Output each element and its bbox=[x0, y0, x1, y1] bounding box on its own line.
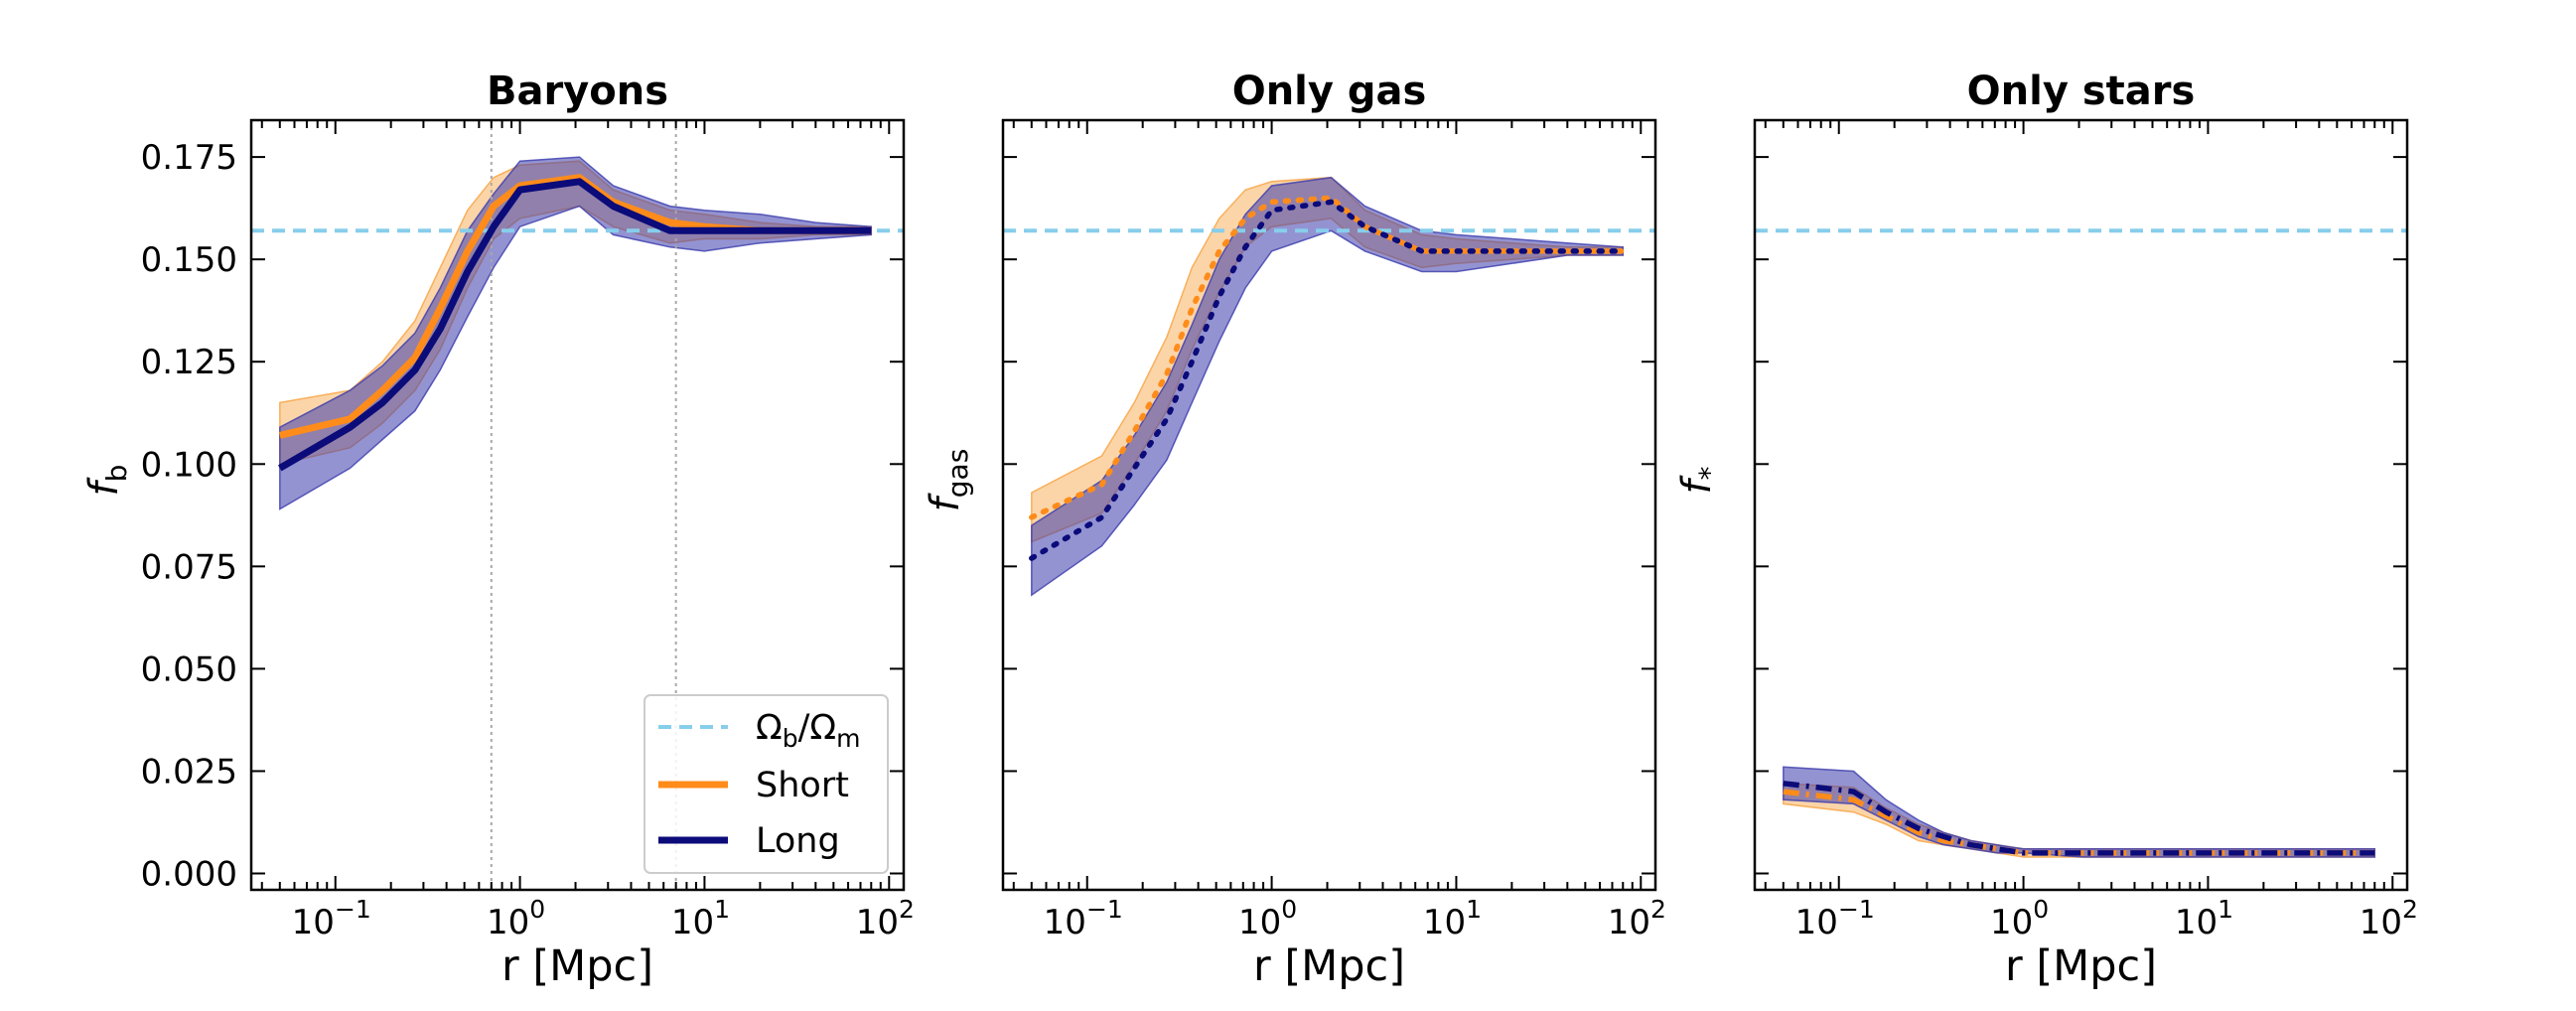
band-long bbox=[1031, 176, 1625, 597]
legend-label-omega: Ωb/Ωm bbox=[756, 708, 861, 753]
x-tick-label: 102 bbox=[2360, 895, 2418, 942]
x-tick-exponent: 1 bbox=[714, 895, 730, 924]
band-long bbox=[1783, 766, 2376, 858]
x-tick-exponent: 0 bbox=[529, 895, 545, 924]
x-tick-base: 10 bbox=[1608, 903, 1650, 942]
y-axis-label: f* bbox=[1674, 466, 1726, 494]
y-tick-label: 0.175 bbox=[141, 138, 237, 178]
y-axis-label: fgas bbox=[923, 449, 974, 512]
x-tick-base: 10 bbox=[2175, 903, 2218, 942]
legend-label-short: Short bbox=[756, 766, 849, 805]
x-axis-label: r [Mpc] bbox=[2005, 941, 2157, 991]
legend-label-long: Long bbox=[756, 821, 840, 861]
series-line-long bbox=[1783, 781, 2375, 856]
y-tick-label: 0.150 bbox=[141, 240, 237, 280]
x-tick-label: 101 bbox=[2175, 895, 2233, 942]
panel-baryons: 10−1 100 101 1020.0000.0250.0500.0750.1000.… bbox=[81, 69, 915, 991]
x-tick-exponent: −1 bbox=[1086, 895, 1123, 924]
x-tick-base: 10 bbox=[1795, 903, 1838, 942]
band-long bbox=[279, 156, 873, 510]
series-line-short bbox=[1783, 789, 2375, 856]
legend-omega-sub-m: m bbox=[836, 724, 860, 753]
x-tick-base: 10 bbox=[487, 903, 529, 942]
x-tick-label: 10−1 bbox=[292, 895, 371, 942]
y-axis-label-sub: * bbox=[1693, 466, 1726, 480]
y-tick-label: 0.000 bbox=[141, 855, 237, 895]
x-tick-exponent: 0 bbox=[1281, 895, 1297, 924]
x-tick-label: 101 bbox=[671, 895, 730, 942]
panel-only-gas: 10−1 100 101 102 Only gas r [Mpc] fgas bbox=[923, 69, 1666, 991]
y-axis-label-sub: b bbox=[100, 465, 133, 483]
x-tick-label: 100 bbox=[487, 895, 545, 942]
x-tick-label: 102 bbox=[1608, 895, 1666, 942]
x-tick-base: 10 bbox=[1990, 903, 2033, 942]
x-axis-label: r [Mpc] bbox=[501, 941, 653, 991]
y-tick-label: 0.125 bbox=[141, 343, 237, 382]
x-tick-base: 10 bbox=[1044, 903, 1086, 942]
y-tick-label: 0.075 bbox=[141, 547, 237, 587]
series-line-long bbox=[1029, 199, 1627, 561]
legend-omega-main: Ω bbox=[756, 708, 783, 748]
x-tick-exponent: −1 bbox=[335, 895, 371, 924]
axes-frame bbox=[1001, 118, 1657, 892]
legend-box bbox=[644, 694, 889, 874]
y-axis-label-sub: gas bbox=[941, 449, 974, 499]
panel-only-stars: 10−1 100 101 102 Only stars r [Mpc] f* bbox=[1674, 69, 2418, 991]
x-tick-label: 10−1 bbox=[1795, 895, 1875, 942]
x-tick-label: 100 bbox=[1238, 895, 1297, 942]
legend-omega-sub-b: b bbox=[783, 724, 798, 753]
axes-frame bbox=[1753, 118, 2409, 892]
x-tick-base: 10 bbox=[2360, 903, 2402, 942]
x-tick-exponent: 0 bbox=[2033, 895, 2049, 924]
x-tick-base: 10 bbox=[856, 903, 899, 942]
x-tick-base: 10 bbox=[1423, 903, 1466, 942]
legend-omega-mid: /Ω bbox=[798, 708, 837, 748]
series-line-long bbox=[278, 178, 872, 472]
x-tick-base: 10 bbox=[671, 903, 714, 942]
y-axis-label: fb bbox=[81, 465, 133, 497]
axes-frame bbox=[249, 118, 906, 892]
x-tick-exponent: −1 bbox=[1838, 895, 1875, 924]
y-tick-label: 0.050 bbox=[141, 650, 237, 689]
panel-title: Baryons bbox=[487, 69, 668, 114]
y-tick-label: 0.025 bbox=[141, 752, 237, 792]
panel-title: Only stars bbox=[1967, 69, 2196, 114]
x-axis-label: r [Mpc] bbox=[1253, 941, 1405, 991]
x-tick-label: 100 bbox=[1990, 895, 2049, 942]
x-tick-label: 10−1 bbox=[1044, 895, 1123, 942]
x-tick-label: 102 bbox=[856, 895, 915, 942]
x-tick-exponent: 2 bbox=[2402, 895, 2418, 924]
x-tick-label: 101 bbox=[1423, 895, 1482, 942]
x-tick-base: 10 bbox=[1238, 903, 1281, 942]
x-tick-exponent: 2 bbox=[1650, 895, 1666, 924]
y-tick-label: 0.100 bbox=[141, 445, 237, 485]
x-tick-exponent: 2 bbox=[899, 895, 915, 924]
legend: Ωb/Ωm Short Long bbox=[644, 694, 889, 874]
x-tick-exponent: 1 bbox=[1466, 895, 1482, 924]
panel-title: Only gas bbox=[1232, 69, 1427, 114]
x-tick-base: 10 bbox=[292, 903, 335, 942]
x-tick-exponent: 1 bbox=[2218, 895, 2233, 924]
